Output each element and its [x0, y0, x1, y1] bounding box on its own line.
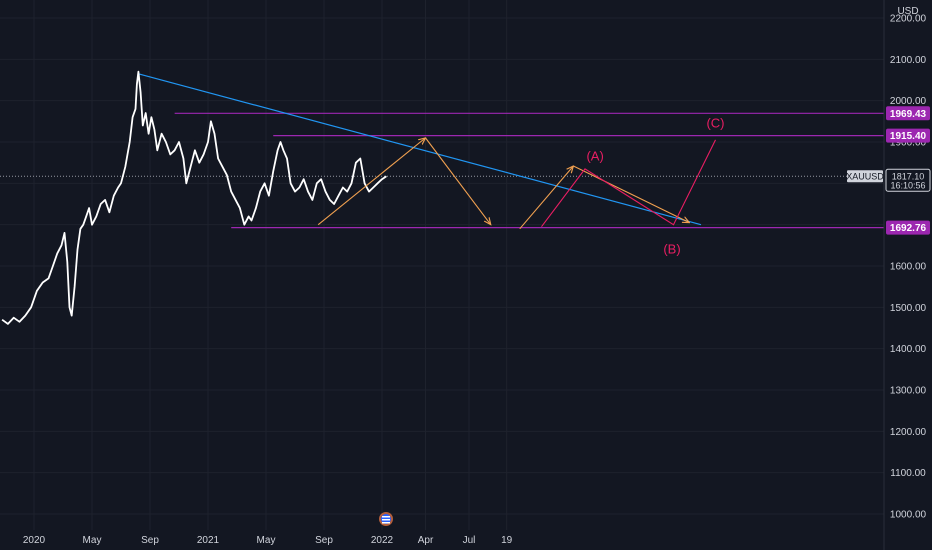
projection-arrow-up: [519, 166, 574, 230]
y-tick-label: 1400.00: [890, 344, 927, 355]
price-tags-group: 1969.43 1915.40 1692.76 XAUUSD 1817.1016:10:…: [846, 106, 931, 235]
level-price-tag: [886, 106, 930, 121]
x-tick-label: Jul: [463, 535, 476, 546]
elliott-wave-path: [541, 139, 716, 228]
current-price-text: 1817.10: [892, 171, 925, 181]
y-tick-label: 1000.00: [890, 510, 927, 521]
symbol-tag: [847, 170, 883, 183]
projection-arrow-down: [573, 165, 689, 223]
wave-label: (B): [663, 242, 680, 257]
currency-text: USD: [897, 6, 918, 17]
wave-labels-group: (A) (B) (C): [586, 116, 724, 257]
y-tick-label: 2100.00: [890, 55, 927, 66]
level-price-tag: [886, 220, 930, 235]
x-tick-label: 2022: [371, 535, 394, 546]
y-tick-label: 1600.00: [890, 262, 927, 273]
y-tick-label: 2000.00: [890, 96, 927, 107]
y-tick-label: 1500.00: [890, 303, 927, 314]
y-tick-label: 1300.00: [890, 386, 927, 397]
flag-icon[interactable]: [379, 512, 393, 526]
x-tick-label: 2020: [23, 535, 46, 546]
price-series-group: [1, 70, 387, 325]
level-price-text: 1915.40: [890, 131, 927, 142]
current-price-tag: [885, 168, 931, 192]
level-price-tag: [886, 128, 930, 143]
x-tick-label: May: [83, 535, 102, 546]
x-tick-label: Sep: [315, 535, 333, 546]
x-tick-label: May: [257, 535, 276, 546]
horizontal-levels: [0, 112, 884, 229]
y-tick-label: 2200.00: [890, 14, 927, 25]
symbol-text: XAUUSD: [846, 171, 884, 181]
y-tick-label: 1900.00: [890, 138, 927, 149]
y-tick-label: 1100.00: [890, 468, 926, 479]
time-axis[interactable]: 2020 May Sep 2021 May Sep 2022 Apr Jul 19: [23, 535, 513, 546]
chart-grid: [0, 0, 884, 530]
projection-group: [317, 137, 716, 230]
projection-arrow-up: [317, 138, 425, 226]
x-tick-label: Apr: [418, 535, 434, 546]
projection-arrow-down: [425, 137, 491, 225]
price-line: [1, 70, 387, 325]
trendline-group: [138, 73, 702, 226]
y-tick-label: 1200.00: [890, 427, 927, 438]
countdown-text: 16:10:56: [890, 180, 925, 190]
x-tick-label: Sep: [141, 535, 159, 546]
currency-label: USD: [897, 6, 918, 17]
wave-label: (A): [586, 149, 603, 164]
level-price-text: 1692.76: [890, 223, 927, 234]
level-price-text: 1969.43: [890, 109, 927, 120]
descending-trendline: [138, 73, 702, 226]
x-tick-label: 2021: [197, 535, 220, 546]
x-tick-label: 19: [501, 535, 513, 546]
wave-label: (C): [706, 116, 724, 131]
